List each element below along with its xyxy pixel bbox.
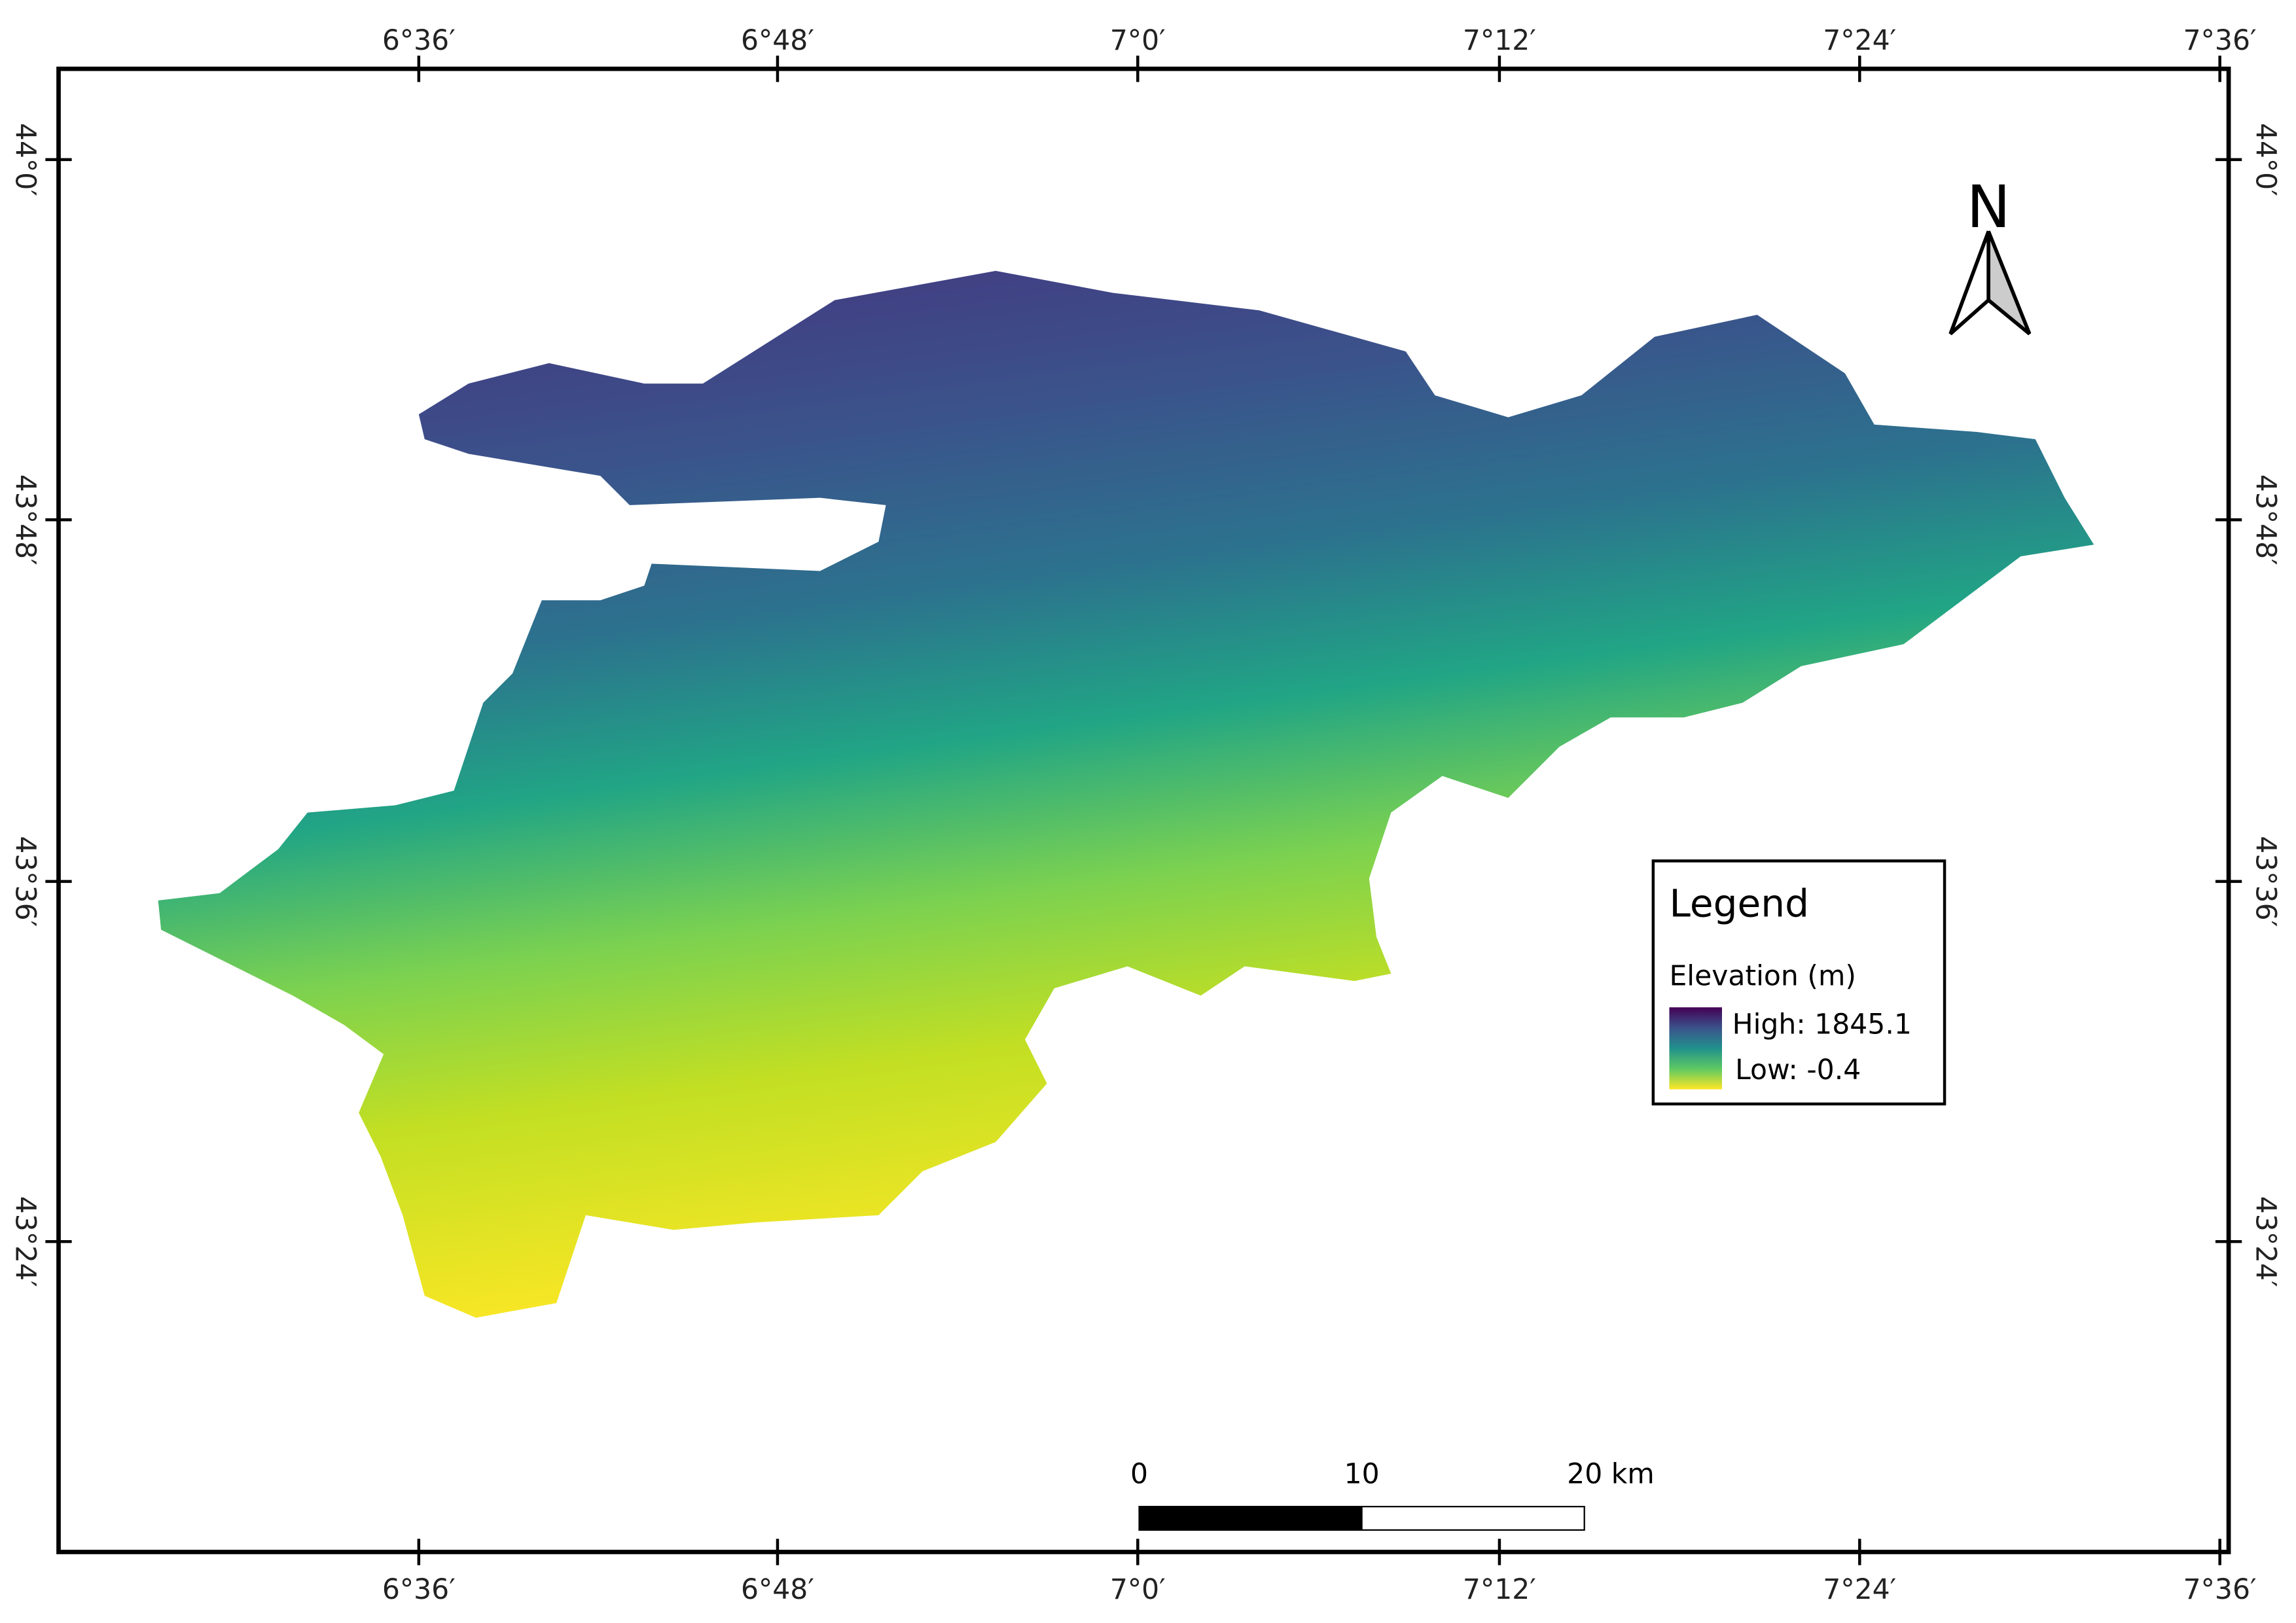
lat-label: 43°36′ (2250, 836, 2282, 927)
scale-label: 20 km (1567, 1458, 1655, 1490)
graticule: 6°36′ 6°36′ 6°48′ 6°48′ 7°0′ 7°0′ 7°12′ 7°12′ 7°… (9, 25, 2282, 1606)
scale-segment (1361, 1506, 1585, 1531)
lon-label: 6°36′ (382, 1574, 456, 1606)
scale-label: 10 (1344, 1458, 1380, 1490)
scale-segment (1138, 1506, 1363, 1531)
lon-label: 7°36′ (2183, 25, 2257, 57)
north-arrow: N (1948, 173, 2032, 336)
lon-label: 7°36′ (2183, 1574, 2257, 1606)
lat-label: 43°48′ (9, 474, 41, 565)
scale-label: 0 (1130, 1458, 1148, 1490)
legend: Legend Elevation (m) High: 1845.1 Low: -… (1651, 859, 1946, 1106)
color-ramp (1669, 1007, 1722, 1090)
legend-title: Legend (1669, 882, 1809, 926)
lat-label: 43°36′ (9, 836, 41, 927)
lat-label: 44°0′ (2250, 123, 2282, 196)
lon-label: 6°36′ (382, 25, 456, 57)
lon-label: 7°24′ (1823, 25, 1896, 57)
lat-label: 43°48′ (2250, 474, 2282, 565)
lon-label: 7°12′ (1463, 25, 1536, 57)
lon-label: 6°48′ (741, 1574, 814, 1606)
lon-label: 7°12′ (1463, 1574, 1536, 1606)
elevation-raster (158, 270, 2094, 1318)
lon-label: 7°24′ (1823, 1574, 1896, 1606)
north-label: N (1967, 173, 2011, 241)
legend-high: High: 1845.1 (1732, 1009, 1912, 1041)
legend-low: Low: -0.4 (1735, 1054, 1861, 1086)
lat-label: 43°24′ (2250, 1196, 2282, 1287)
lon-label: 7°0′ (1110, 1574, 1166, 1606)
lon-label: 7°0′ (1110, 25, 1166, 57)
legend-layer: Elevation (m) (1669, 961, 1856, 993)
scale-bar: 0 10 20 km (1130, 1458, 1655, 1531)
lat-label: 43°24′ (9, 1196, 41, 1287)
lon-label: 6°48′ (741, 25, 814, 57)
lat-label: 44°0′ (9, 123, 41, 196)
